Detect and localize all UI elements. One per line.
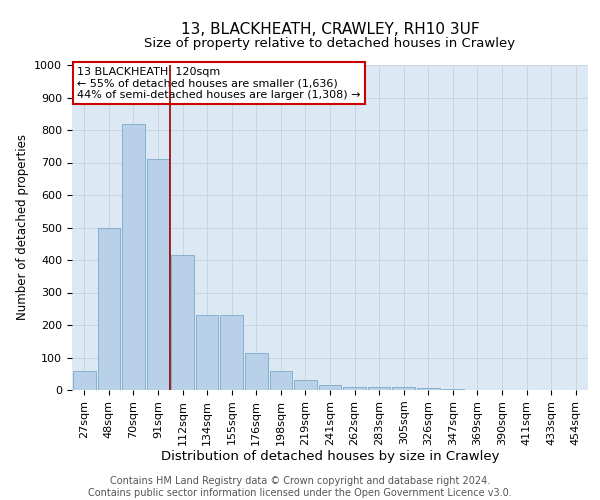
Bar	[245, 352, 268, 390]
Bar	[196, 316, 218, 390]
Bar	[98, 228, 120, 390]
Bar	[171, 255, 194, 390]
Bar	[392, 387, 415, 390]
Bar	[220, 316, 243, 390]
Text: 13, BLACKHEATH, CRAWLEY, RH10 3UF: 13, BLACKHEATH, CRAWLEY, RH10 3UF	[181, 22, 479, 38]
Text: 13 BLACKHEATH: 120sqm
← 55% of detached houses are smaller (1,636)
44% of semi-d: 13 BLACKHEATH: 120sqm ← 55% of detached …	[77, 66, 361, 100]
Bar	[294, 380, 317, 390]
Title: 13, BLACKHEATH, CRAWLEY, RH10 3UF
Size of property relative to detached houses i: 13, BLACKHEATH, CRAWLEY, RH10 3UF Size o…	[0, 499, 1, 500]
X-axis label: Distribution of detached houses by size in Crawley: Distribution of detached houses by size …	[161, 450, 499, 464]
Bar	[417, 388, 440, 390]
Bar	[122, 124, 145, 390]
Bar	[269, 370, 292, 390]
Bar	[368, 387, 391, 390]
Bar	[73, 370, 95, 390]
Bar	[319, 385, 341, 390]
Text: Contains HM Land Registry data © Crown copyright and database right 2024.
Contai: Contains HM Land Registry data © Crown c…	[88, 476, 512, 498]
Bar	[343, 387, 366, 390]
Bar	[146, 159, 169, 390]
Text: Size of property relative to detached houses in Crawley: Size of property relative to detached ho…	[145, 38, 515, 51]
Y-axis label: Number of detached properties: Number of detached properties	[16, 134, 29, 320]
